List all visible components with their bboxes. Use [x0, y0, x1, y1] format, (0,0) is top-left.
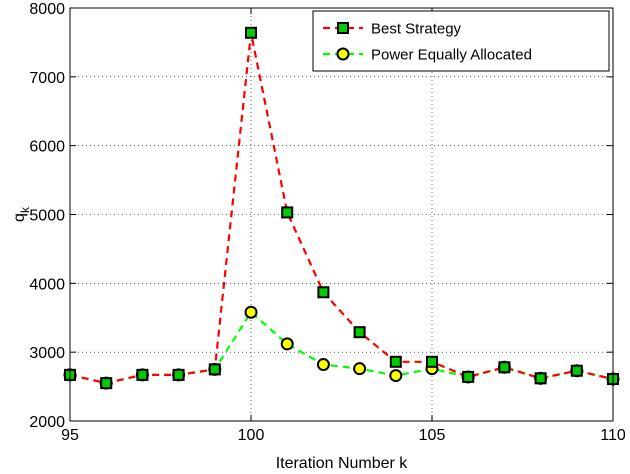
- legend-label: Best Strategy: [371, 21, 462, 38]
- x-axis-label: Iteration Number k: [276, 455, 409, 472]
- data-point-square: [462, 370, 475, 383]
- data-point-circle: [316, 358, 330, 372]
- axis-ticks: 95 100 105 110 2000 3000 4000 5000 6000 7000 8000: [29, 1, 625, 444]
- x-tick-label: 100: [238, 427, 265, 444]
- y-axis-label: qk: [11, 206, 32, 222]
- y-axis-label-main: q: [11, 213, 28, 222]
- legend-marker-square: [337, 22, 349, 34]
- legend-box: [312, 10, 610, 72]
- y-tick-label: 2000: [29, 414, 65, 431]
- data-point-square: [136, 368, 149, 381]
- data-point-square: [498, 361, 511, 374]
- data-point-circle: [389, 369, 403, 383]
- x-tick-label: 110: [600, 427, 626, 444]
- y-tick-label: 8000: [29, 1, 65, 18]
- y-tick-label: 3000: [29, 345, 65, 362]
- data-point-square: [353, 326, 366, 339]
- y-tick-label: 7000: [29, 70, 65, 87]
- y-axis-label-group: qk: [11, 206, 32, 222]
- y-tick-label: 6000: [29, 139, 65, 156]
- x-tick-label: 95: [61, 427, 79, 444]
- legend: Best Strategy Power Equally Allocated: [312, 10, 610, 72]
- data-point-square: [426, 355, 438, 368]
- data-point-square: [389, 355, 402, 368]
- data-point-square: [208, 363, 221, 376]
- data-point-square: [100, 377, 113, 390]
- data-point-square: [534, 372, 547, 385]
- data-point-circle: [244, 305, 258, 319]
- data-point-square: [570, 364, 583, 377]
- grid-lines: [70, 8, 613, 421]
- legend-label: Power Equally Allocated: [371, 47, 532, 64]
- series-line: [69, 32, 614, 385]
- series-0: [64, 26, 619, 390]
- data-point-square: [245, 26, 257, 39]
- y-axis-label-subscript: k: [18, 206, 32, 213]
- y-tick-label: 5000: [29, 208, 65, 225]
- x-tick-label: 105: [419, 427, 446, 444]
- data-point-circle: [280, 337, 294, 351]
- y-tick-label: 4000: [29, 276, 65, 293]
- data-point-square: [281, 206, 294, 219]
- data-point-circle: [353, 362, 367, 376]
- series-layer: [63, 26, 620, 390]
- legend-marker-circle: [336, 47, 350, 61]
- data-point-square: [317, 286, 330, 299]
- data-point-square: [172, 368, 185, 381]
